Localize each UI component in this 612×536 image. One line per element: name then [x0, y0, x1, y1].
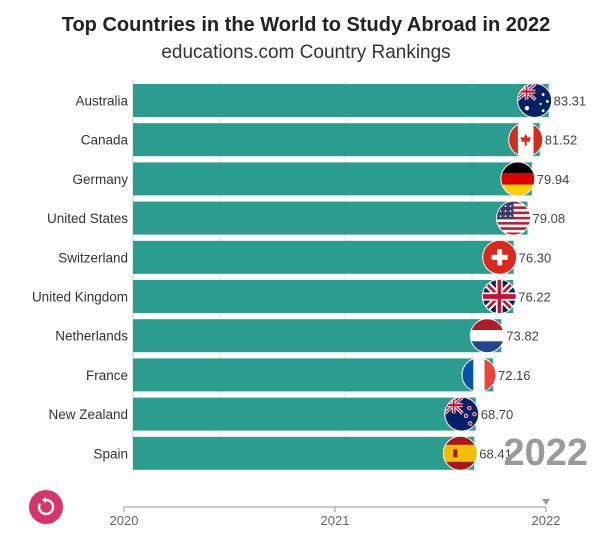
value-label: 72.16: [498, 368, 531, 383]
value-label: 76.22: [518, 290, 551, 305]
australia-flag-icon: [517, 83, 553, 118]
current-year-label: 2022: [503, 432, 588, 474]
replay-icon: [37, 496, 55, 516]
bar: [133, 319, 502, 353]
category-label: New Zealand: [48, 407, 128, 422]
value-label: 73.82: [506, 329, 539, 344]
bar: [133, 162, 532, 196]
value-label: 68.41: [479, 446, 512, 461]
france-flag-icon: [461, 357, 497, 393]
united-kingdom-flag-icon: [481, 279, 517, 314]
timeline-tick-label: 2022: [532, 513, 561, 528]
category-label: Germany: [72, 172, 128, 187]
bar: [133, 397, 476, 431]
value-label: 83.31: [554, 94, 587, 109]
value-label: 79.94: [537, 172, 570, 187]
timeline-tick-label: 2020: [110, 513, 139, 528]
bar: [133, 201, 528, 235]
category-label: France: [86, 368, 128, 383]
replay-button[interactable]: [29, 490, 63, 524]
value-label: 81.52: [545, 133, 578, 148]
bar: [133, 280, 514, 313]
category-label: Canada: [81, 133, 129, 148]
chart-title: Top Countries in the World to Study Abro…: [61, 14, 551, 36]
switzerland-flag-icon: [482, 239, 518, 275]
category-label: United States: [47, 211, 128, 226]
united-states-flag-icon: [496, 200, 532, 236]
category-label: United Kingdom: [32, 290, 128, 305]
bar: [133, 123, 540, 157]
spain-flag-icon: [442, 435, 478, 471]
category-label: Australia: [75, 94, 128, 109]
value-label: 68.70: [481, 407, 514, 422]
new-zealand-flag-icon: [444, 396, 480, 432]
timeline-tick-label: 2021: [321, 513, 350, 528]
category-label: Netherlands: [55, 329, 128, 344]
canada-flag-icon: [508, 122, 544, 158]
bar: [133, 436, 475, 470]
netherlands-flag-icon: [469, 318, 505, 354]
bar: [133, 240, 514, 274]
bar: [133, 84, 549, 117]
category-label: Switzerland: [58, 250, 128, 265]
germany-flag-icon: [500, 161, 536, 197]
bar: [133, 358, 493, 392]
category-label: Spain: [93, 446, 128, 461]
value-label: 79.08: [533, 211, 566, 226]
chart-subtitle: educations.com Country Rankings: [161, 42, 451, 63]
timeline-slider-handle[interactable]: [542, 499, 550, 505]
value-label: 76.30: [519, 250, 552, 265]
